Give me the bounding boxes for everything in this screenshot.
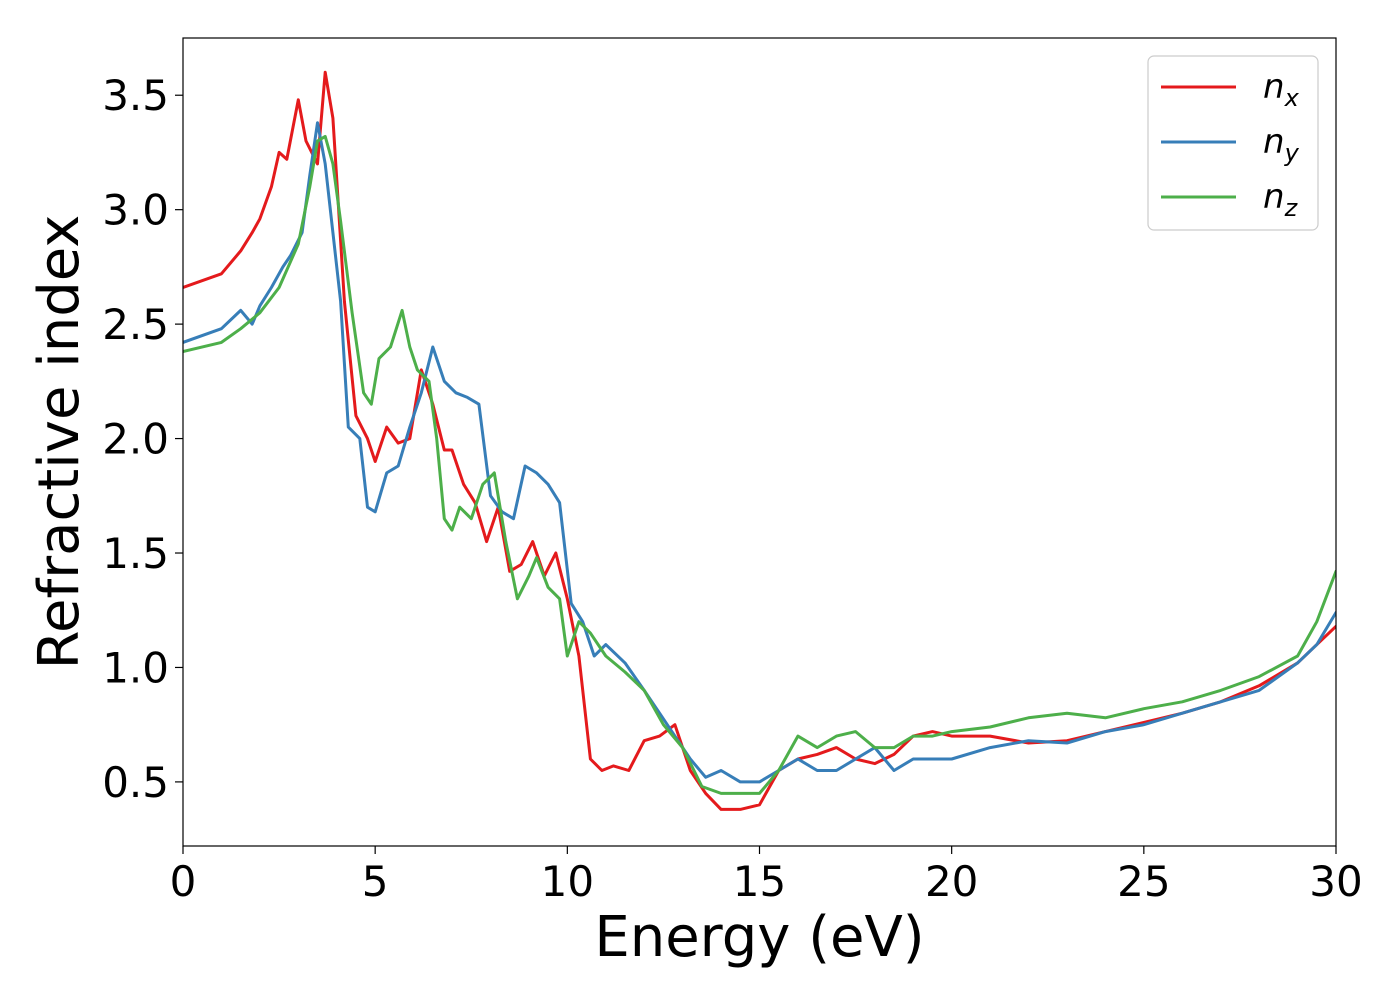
y-tick-label: 1.0: [102, 643, 169, 692]
x-tick-label: 15: [733, 857, 786, 906]
y-tick-label: 3.5: [102, 71, 169, 120]
legend: nx ny nz: [1147, 55, 1319, 231]
x-axis-label: Energy (eV): [594, 905, 924, 970]
y-axis-label: Refractive index: [27, 215, 92, 670]
legend-entry-label: nz: [1263, 177, 1299, 222]
y-tick-label: 2.5: [102, 300, 169, 349]
x-tick-label: 30: [1309, 857, 1362, 906]
x-tick-label: 0: [170, 857, 197, 906]
legend-entry-label: ny: [1263, 122, 1300, 167]
y-tick-label: 0.5: [102, 758, 169, 807]
y-tick-label: 3.0: [102, 186, 169, 235]
x-tick-label: 20: [925, 857, 978, 906]
x-tick-label: 5: [362, 857, 389, 906]
y-tick-label: 2.0: [102, 415, 169, 464]
series-layer: [183, 70, 1336, 811]
ticks-layer: 0 5 10 15 20 25 30 0.5 1.0 1.5 2.0 2.5 3.0 3.5: [102, 71, 1363, 906]
legend-entry-label: nx: [1263, 67, 1300, 112]
series-line-n-y: [183, 121, 1336, 784]
series-line-n-x: [183, 70, 1336, 811]
x-tick-label: 25: [1117, 857, 1170, 906]
y-tick-label: 1.5: [102, 529, 169, 578]
series-line-n-z: [183, 134, 1336, 795]
x-tick-label: 10: [541, 857, 594, 906]
